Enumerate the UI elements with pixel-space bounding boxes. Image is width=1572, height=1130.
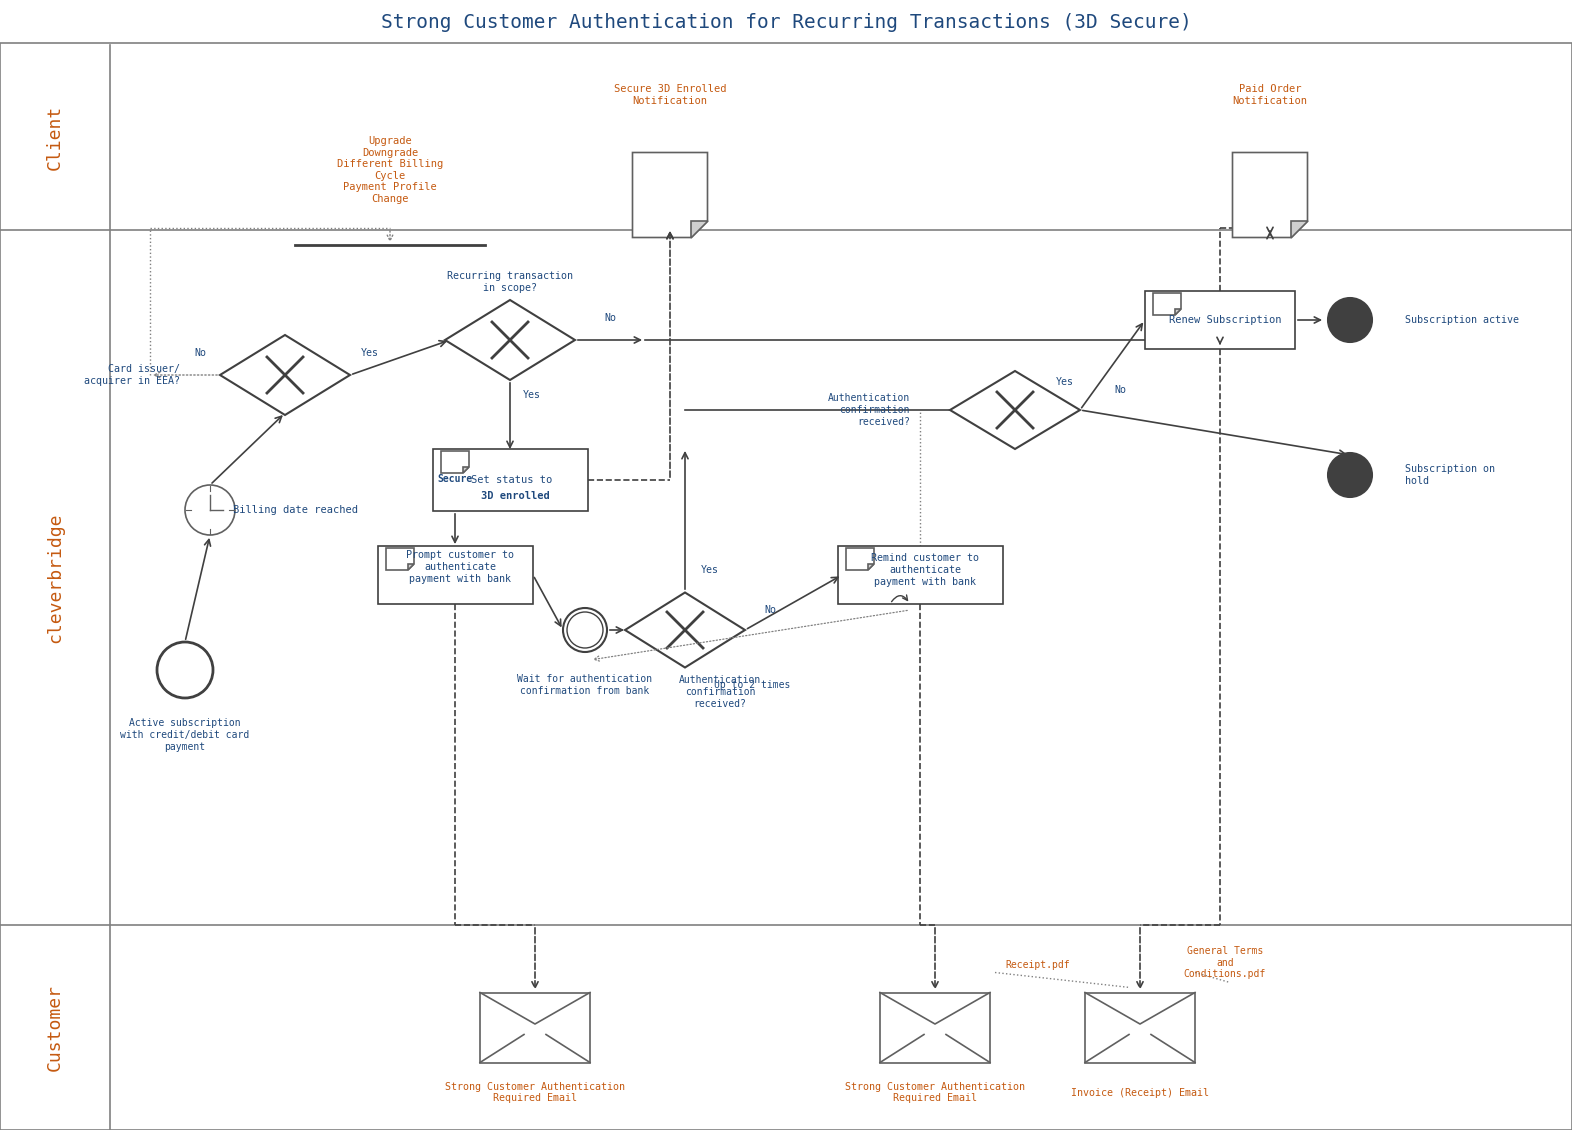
Bar bbox=[1085, 992, 1195, 1062]
Text: Yes: Yes bbox=[1056, 377, 1074, 386]
Text: Secure: Secure bbox=[437, 473, 473, 484]
Text: Subscription active: Subscription active bbox=[1405, 315, 1519, 325]
Text: Strong Customer Authentication
Required Email: Strong Customer Authentication Required … bbox=[846, 1081, 1025, 1103]
Text: Client: Client bbox=[46, 105, 64, 171]
Text: Receipt.pdf: Receipt.pdf bbox=[1005, 960, 1071, 971]
Text: General Terms
and
Conditions.pdf: General Terms and Conditions.pdf bbox=[1184, 946, 1265, 979]
Text: Card issuer/
acquirer in EEA?: Card issuer/ acquirer in EEA? bbox=[83, 364, 181, 385]
Polygon shape bbox=[949, 371, 1080, 449]
Bar bbox=[479, 992, 590, 1062]
Text: Customer: Customer bbox=[46, 984, 64, 1071]
FancyBboxPatch shape bbox=[1144, 292, 1295, 349]
Text: Renew Subscription: Renew Subscription bbox=[1168, 315, 1281, 325]
Text: Recurring transaction
in scope?: Recurring transaction in scope? bbox=[446, 271, 574, 293]
Text: Remind customer to
authenticate
payment with bank: Remind customer to authenticate payment … bbox=[871, 554, 979, 586]
Polygon shape bbox=[1232, 153, 1308, 237]
Polygon shape bbox=[1152, 293, 1181, 315]
FancyBboxPatch shape bbox=[377, 546, 533, 605]
Circle shape bbox=[1328, 298, 1372, 342]
Polygon shape bbox=[442, 451, 468, 473]
Text: No: No bbox=[1115, 385, 1126, 396]
Text: Yes: Yes bbox=[362, 348, 379, 358]
Circle shape bbox=[157, 642, 212, 698]
Polygon shape bbox=[220, 334, 351, 415]
Text: No: No bbox=[193, 348, 206, 358]
FancyBboxPatch shape bbox=[838, 546, 1003, 605]
Polygon shape bbox=[462, 467, 468, 473]
Text: Strong Customer Authentication
Required Email: Strong Customer Authentication Required … bbox=[445, 1081, 626, 1103]
Polygon shape bbox=[692, 221, 707, 237]
Text: 3D enrolled: 3D enrolled bbox=[481, 492, 549, 501]
Text: Paid Order
Notification: Paid Order Notification bbox=[1232, 85, 1308, 106]
Text: Authentication
confirmation
received?: Authentication confirmation received? bbox=[679, 676, 761, 709]
FancyBboxPatch shape bbox=[432, 449, 588, 511]
Circle shape bbox=[567, 612, 604, 647]
Text: No: No bbox=[604, 313, 616, 323]
Text: Yes: Yes bbox=[701, 565, 718, 575]
Polygon shape bbox=[846, 548, 874, 570]
Polygon shape bbox=[868, 564, 874, 570]
Text: Strong Customer Authentication for Recurring Transactions (3D Secure): Strong Customer Authentication for Recur… bbox=[380, 14, 1192, 32]
Text: Subscription on
hold: Subscription on hold bbox=[1405, 464, 1495, 486]
Polygon shape bbox=[445, 299, 575, 380]
Polygon shape bbox=[1174, 308, 1181, 315]
Polygon shape bbox=[1291, 221, 1308, 237]
Polygon shape bbox=[387, 548, 413, 570]
Polygon shape bbox=[407, 564, 413, 570]
Text: Authentication
confirmation
received?: Authentication confirmation received? bbox=[828, 393, 910, 427]
Text: No: No bbox=[764, 605, 777, 615]
Text: Set status to: Set status to bbox=[472, 475, 558, 485]
Text: Up to 2 times: Up to 2 times bbox=[714, 680, 791, 690]
Circle shape bbox=[563, 608, 607, 652]
Text: Yes: Yes bbox=[523, 390, 541, 400]
Bar bbox=[880, 992, 990, 1062]
Text: cleverbridge: cleverbridge bbox=[46, 512, 64, 643]
Polygon shape bbox=[626, 592, 745, 668]
Text: Prompt customer to
authenticate
payment with bank: Prompt customer to authenticate payment … bbox=[406, 550, 514, 583]
Text: Secure 3D Enrolled
Notification: Secure 3D Enrolled Notification bbox=[613, 85, 726, 106]
Text: Billing date reached: Billing date reached bbox=[233, 505, 357, 515]
Text: Invoice (Receipt) Email: Invoice (Receipt) Email bbox=[1071, 1087, 1209, 1097]
Text: Wait for authentication
confirmation from bank: Wait for authentication confirmation fro… bbox=[517, 675, 652, 696]
Text: Active subscription
with credit/debit card
payment: Active subscription with credit/debit ca… bbox=[121, 719, 250, 751]
FancyBboxPatch shape bbox=[0, 43, 1572, 1130]
Text: Upgrade
Downgrade
Different Billing
Cycle
Payment Profile
Change: Upgrade Downgrade Different Billing Cycl… bbox=[336, 136, 443, 205]
Circle shape bbox=[1328, 453, 1372, 497]
Circle shape bbox=[185, 485, 234, 534]
Polygon shape bbox=[632, 153, 707, 237]
